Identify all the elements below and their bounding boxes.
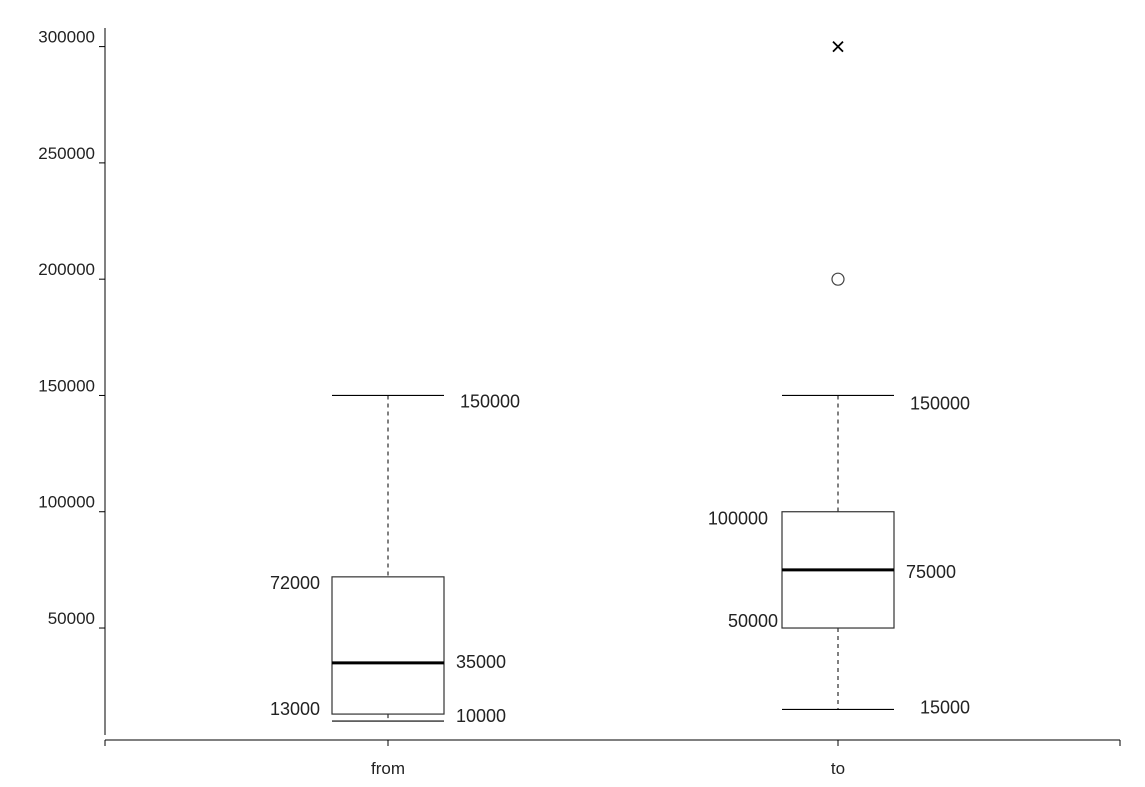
- stat-label-median: 35000: [456, 652, 506, 672]
- extreme-outlier-mark: [832, 40, 844, 53]
- stat-label-whisker-high: 150000: [460, 391, 520, 411]
- stat-label-q3: 100000: [708, 509, 768, 529]
- y-axis: 50000 100000 150000 200000 250000 300000: [38, 28, 106, 735]
- x-tick-label: to: [831, 759, 845, 778]
- box-to: 150000 100000 75000 50000 15000: [708, 40, 970, 717]
- stat-label-whisker-low: 10000: [456, 706, 506, 726]
- outlier-point: [831, 272, 845, 286]
- y-tick-label: 250000: [38, 144, 95, 163]
- y-tick-label: 150000: [38, 376, 95, 395]
- stat-label-whisker-high: 150000: [910, 393, 970, 413]
- x-axis: from to: [104, 739, 1121, 778]
- stat-label-q3: 72000: [270, 573, 320, 593]
- stat-label-whisker-low: 15000: [920, 697, 970, 717]
- box-from: 150000 72000 35000 13000 10000: [270, 391, 520, 726]
- stat-label-q1: 13000: [270, 699, 320, 719]
- x-tick-label: from: [371, 759, 405, 778]
- y-tick-label: 200000: [38, 260, 95, 279]
- y-tick-label: 50000: [48, 609, 95, 628]
- stat-label-median: 75000: [906, 562, 956, 582]
- y-tick-label: 300000: [38, 28, 95, 47]
- iqr-box: [331, 576, 445, 715]
- boxes: 150000 72000 35000 13000 10000 150000 100000 75…: [270, 40, 970, 726]
- y-tick-label: 100000: [38, 493, 95, 512]
- stat-label-q1: 50000: [728, 611, 778, 631]
